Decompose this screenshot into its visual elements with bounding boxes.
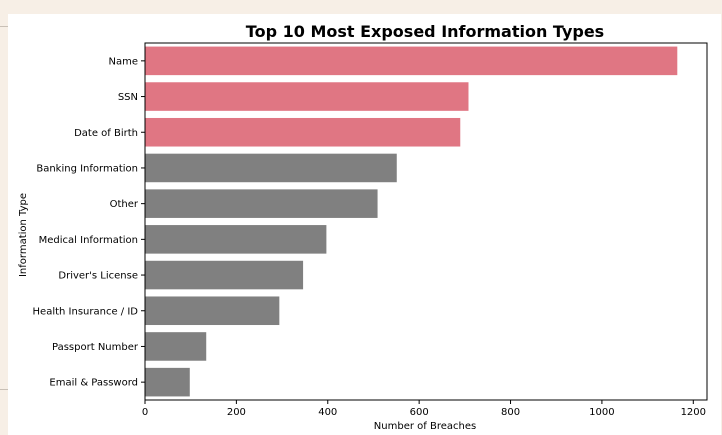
bar-other: [145, 189, 378, 218]
x-tick-label-800: 800: [501, 407, 520, 418]
x-tick-label-600: 600: [410, 407, 429, 418]
bar-banking-information: [145, 153, 397, 183]
x-tick-label-200: 200: [227, 407, 246, 418]
bar-ssn: [145, 82, 469, 111]
background-line-bottom: [0, 389, 8, 390]
x-tick-label-1000: 1000: [589, 407, 614, 418]
category-label-name: Name: [108, 56, 138, 67]
category-label-driver-s-license: Driver's License: [58, 271, 138, 282]
bar-medical-information: [145, 225, 327, 254]
plot-frame: [144, 42, 708, 401]
bar-name: [145, 46, 678, 76]
x-tick-label-1200: 1200: [681, 407, 706, 418]
bar-date-of-birth: [145, 117, 461, 147]
bar-health-insurance-id: [145, 296, 280, 326]
category-label-other: Other: [110, 199, 139, 210]
background-line-top: [0, 26, 8, 27]
x-tick-label-400: 400: [318, 407, 337, 418]
y-axis-label: Information Type: [18, 193, 29, 277]
x-axis-label: Number of Breaches: [374, 421, 476, 432]
category-label-passport-number: Passport Number: [52, 342, 139, 353]
category-label-email-password: Email & Password: [49, 378, 138, 389]
bar-chart: Top 10 Most Exposed Information Types Na…: [18, 22, 708, 432]
x-axis: 0 200 400 600 800 1000 1200: [142, 400, 706, 418]
chart-title: Top 10 Most Exposed Information Types: [246, 22, 604, 41]
category-label-ssn: SSN: [118, 92, 138, 103]
bar-email-password: [145, 367, 190, 397]
category-label-medical-information: Medical Information: [39, 235, 138, 246]
bar-driver-s-license: [145, 260, 304, 290]
category-label-health-insurance-id: Health Insurance / ID: [33, 306, 139, 317]
bar-passport-number: [145, 332, 207, 361]
x-tick-label-0: 0: [142, 407, 148, 418]
category-label-banking-information: Banking Information: [36, 163, 138, 174]
category-label-date-of-birth: Date of Birth: [74, 128, 138, 139]
chart-figure: Top 10 Most Exposed Information Types Na…: [8, 14, 721, 435]
bars-layer: [145, 46, 678, 397]
category-labels: Name SSN Date of Birth Banking Information O…: [33, 56, 145, 389]
